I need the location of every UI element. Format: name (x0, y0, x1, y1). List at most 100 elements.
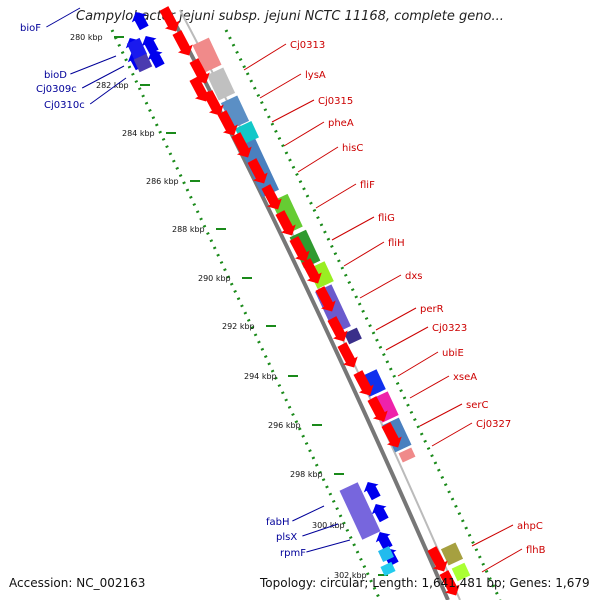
reverse-cds-arrow (147, 50, 165, 69)
gene-label-leader (292, 505, 325, 522)
track-seg-lime2 (451, 562, 471, 582)
reverse-cds-track (125, 12, 399, 577)
gene-label[interactable]: Cj0309c (36, 84, 77, 95)
reverse-cds-arrow (141, 36, 159, 55)
forward-cds-arrow (275, 210, 296, 236)
gene-label-leader (297, 146, 339, 173)
gene-label[interactable]: Cj0327 (476, 419, 511, 430)
gene-label[interactable]: fliF (360, 180, 375, 191)
gene-label-leader (306, 539, 351, 553)
gene-label-leader (385, 326, 429, 351)
gene-label-leader (302, 523, 339, 537)
scale-tick-label: 288 kbp (172, 225, 205, 234)
scale-tick-label: 302 kbp (334, 571, 367, 580)
scale-tick-label: 292 kbp (222, 322, 255, 331)
reverse-cds-block (126, 37, 148, 61)
gene-label-leader (343, 241, 385, 267)
reverse-cds-arrow (131, 12, 149, 31)
gene-label-leader (70, 55, 117, 75)
gene-label-leader (46, 7, 81, 28)
forward-cds-arrow (289, 236, 310, 262)
reverse-cds-arrow (375, 532, 393, 551)
gene-label[interactable]: ubiE (442, 348, 464, 359)
forward-cds-arrow (353, 370, 374, 396)
track-seg-steel1 (220, 95, 250, 129)
gene-label-leader (419, 403, 463, 427)
forward-cds-track (159, 6, 460, 596)
forward-cds-arrow (231, 132, 252, 158)
reverse-cds-block (133, 53, 153, 73)
gene-label-leader (481, 548, 523, 573)
track-seg-salmon (398, 447, 416, 463)
gene-label-leader (331, 216, 375, 241)
gene-label[interactable]: hisC (342, 143, 363, 154)
gene-label[interactable]: fabH (266, 517, 290, 528)
gene-labels-left: bioF bioD Cj0309c Cj0310c fabH plsX rpmF (20, 7, 351, 559)
gene-label[interactable]: plsX (276, 532, 297, 543)
track-seg-pink (192, 37, 222, 73)
gene-label[interactable]: serC (466, 400, 488, 411)
gene-label-leader (431, 422, 473, 447)
gene-labels-right: Cj0313 lysA Cj0315 pheA hisC fliF fliG fliH dxs p… (243, 40, 546, 573)
forward-cds-arrow (301, 258, 322, 284)
gene-label[interactable]: flhB (526, 545, 546, 556)
reverse-cds-arrow (371, 504, 389, 523)
gene-label[interactable]: fliG (378, 213, 395, 224)
gene-label-leader (409, 375, 450, 399)
scale-tick-label: 286 kbp (146, 177, 179, 186)
gene-label[interactable]: Cj0310c (44, 100, 85, 111)
gene-label-leader (243, 43, 287, 71)
scale-ticks: 280 kbp 282 kbp 284 kbp 286 kbp 288 kbp 290 k… (70, 33, 388, 580)
gene-label[interactable]: ahpC (517, 521, 543, 532)
scale-tick-label: 290 kbp (198, 274, 231, 283)
track-seg-magenta (371, 391, 399, 423)
track-seg-olive (440, 542, 464, 566)
gene-label-leader (471, 524, 514, 547)
forward-cds-arrow (337, 342, 358, 368)
gene-label-leader (271, 99, 315, 123)
gene-label-leader (81, 65, 125, 89)
gene-label[interactable]: perR (420, 304, 444, 315)
forward-cds-arrow (261, 184, 282, 210)
gene-label-leader (397, 351, 439, 377)
gene-label[interactable]: bioD (44, 70, 67, 81)
forward-cds-arrow (367, 396, 388, 422)
reverse-cds-block (378, 546, 394, 562)
gene-label[interactable]: dxs (405, 271, 422, 282)
gene-label[interactable]: pheA (328, 118, 354, 129)
forward-cds-arrow (381, 422, 402, 448)
gene-label[interactable]: xseA (453, 372, 477, 383)
forward-cds-arrow (427, 546, 448, 572)
forward-cds-arrow (159, 6, 180, 32)
gene-label[interactable]: bioF (20, 23, 41, 34)
gene-label-leader (283, 121, 325, 147)
forward-cds-arrow (189, 58, 210, 84)
ruler-line-right (224, 29, 502, 600)
scale-tick-label: 282 kbp (96, 81, 129, 90)
forward-cds-arrow (315, 286, 336, 312)
topology-text: Topology: circular; Length: 1,641,481 bp… (260, 576, 590, 590)
scale-tick-label: 298 kbp (290, 470, 323, 479)
reverse-cds-block (339, 482, 381, 540)
gene-label[interactable]: fliH (388, 238, 405, 249)
gene-label[interactable]: Cj0323 (432, 323, 467, 334)
gene-label[interactable]: Cj0315 (318, 96, 353, 107)
forward-cds-arrow (172, 30, 193, 56)
gene-label-leader (259, 73, 302, 99)
scale-tick-label: 284 kbp (122, 129, 155, 138)
map-title: Campylobacter jejuni subsp. jejuni NCTC … (76, 9, 504, 24)
gene-label[interactable]: Cj0313 (290, 40, 325, 51)
gene-label[interactable]: rpmF (280, 548, 306, 559)
scale-tick-label: 280 kbp (70, 33, 103, 42)
reverse-cds-block (380, 561, 396, 577)
reverse-cds-arrow (363, 482, 381, 501)
gene-label[interactable]: lysA (305, 70, 326, 81)
gene-label-leader (315, 183, 357, 209)
track-seg-grey (206, 67, 236, 101)
forward-cds-arrow (247, 158, 268, 184)
scale-tick-label: 296 kbp (268, 421, 301, 430)
forward-cds-arrow (327, 316, 348, 342)
gene-label-leader (375, 307, 417, 331)
gene-label-leader (89, 77, 127, 105)
